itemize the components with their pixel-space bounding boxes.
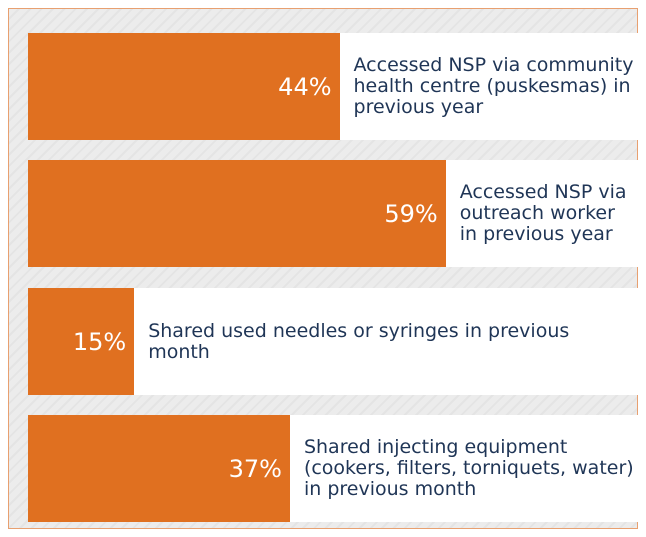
bar [28,288,135,395]
bar [28,33,340,140]
value-label: 59% [384,199,438,228]
value-label: 15% [72,327,127,356]
category-label: Shared injecting equipment (cookers, fil… [303,436,634,500]
value-label: 37% [228,454,282,483]
value-label: 44% [278,72,332,101]
bar-row: 59% Accessed NSP via outreach worker in p… [28,160,638,267]
bar [28,415,290,522]
bar-row: 37% Shared injecting equipment (cookers, … [28,415,638,522]
category-label: Shared used needles or syringes in previ… [148,319,570,363]
bar-row: 44% Accessed NSP via community health cen… [28,33,638,140]
category-label: Accessed NSP via outreach worker in prev… [459,181,627,245]
category-label: Accessed NSP via community health centre… [353,54,634,118]
bar-row: 15% Shared used needles or syringes in pr… [28,288,638,395]
bar [28,160,446,267]
